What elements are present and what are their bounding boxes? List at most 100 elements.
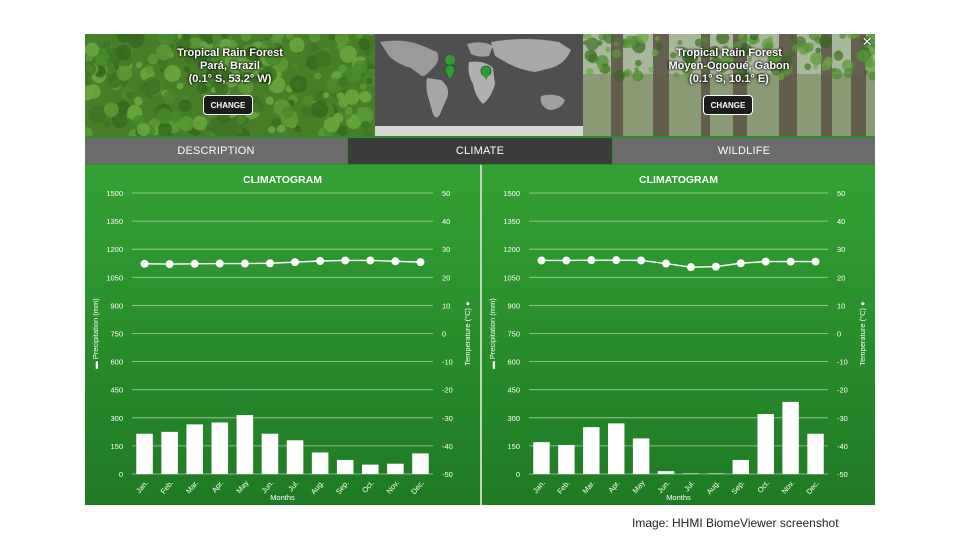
y2-tick-label: -30	[442, 414, 453, 423]
y2-tick-label: 50	[442, 189, 450, 198]
month-label: Feb.	[159, 479, 176, 496]
temperature-point	[265, 259, 274, 268]
world-map[interactable]	[375, 34, 583, 136]
location-marker-gabon[interactable]	[480, 65, 492, 80]
temperature-point	[587, 256, 596, 265]
y2-tick-label: -40	[442, 442, 453, 451]
month-label: Dec.	[804, 479, 821, 497]
temperature-point	[140, 259, 149, 268]
y-tick-label: 0	[119, 470, 123, 479]
x-axis-label: Months	[270, 493, 295, 502]
temperature-point	[811, 257, 820, 266]
temperature-point	[316, 257, 325, 266]
tab-description[interactable]: DESCRIPTION	[85, 138, 347, 164]
y2-tick-label: -40	[837, 442, 848, 451]
precipitation-bar	[583, 427, 600, 474]
tab-climate[interactable]: CLIMATE	[348, 138, 612, 164]
temperature-point	[416, 258, 425, 267]
rainforest-trunks-image	[583, 34, 875, 136]
month-label: May	[631, 478, 647, 495]
temperature-point	[562, 256, 571, 265]
temperature-point	[786, 257, 795, 266]
y2-tick-label: 30	[442, 245, 450, 254]
precipitation-bar	[533, 442, 550, 474]
precipitation-bar	[387, 463, 404, 474]
precipitation-bar	[236, 414, 254, 474]
temperature-point	[662, 259, 671, 268]
biome-name: Tropical Rain Forest	[676, 47, 782, 59]
temperature-point	[391, 257, 400, 266]
temperature-point	[240, 259, 249, 268]
x-axis-label: Months	[666, 493, 691, 502]
y-tick-label: 0	[516, 470, 520, 479]
world-map-image	[375, 34, 583, 136]
precipitation-bar	[336, 459, 354, 474]
precipitation-bar	[412, 453, 429, 474]
tab-bar: DESCRIPTION CLIMATE WILDLIFE	[85, 138, 875, 164]
month-label: Nov.	[780, 479, 796, 496]
y2-tick-label: 40	[837, 217, 845, 226]
y-tick-label: 600	[110, 358, 123, 367]
month-label: Jul.	[682, 479, 696, 494]
biome-name: Tropical Rain Forest	[177, 47, 283, 59]
precipitation-bar	[682, 473, 700, 474]
precipitation-bar	[757, 414, 774, 474]
y2-tick-label: -20	[442, 386, 453, 395]
temperature-point	[761, 257, 770, 266]
y-tick-label: 900	[507, 301, 520, 310]
y-tick-label: 600	[507, 358, 520, 367]
month-label: Apr.	[210, 479, 225, 495]
month-label: Sep.	[334, 479, 351, 497]
location-label-right: Tropical Rain Forest Moyen-Ogooué, Gabon…	[583, 47, 875, 86]
precipitation-bar	[211, 422, 229, 474]
y2-tick-label: 10	[837, 301, 845, 310]
temperature-point	[341, 256, 350, 265]
y-axis-label: ▬ Precipitation (mm)	[488, 298, 497, 369]
y-tick-label: 1500	[503, 189, 520, 198]
temperature-line	[144, 259, 421, 265]
climatogram-right: CLIMATOGRAM 1500 50 1350 40 1200 30 1050 20 900 10…	[482, 165, 875, 505]
precipitation-bar	[261, 433, 279, 474]
y-tick-label: 300	[507, 414, 520, 423]
y2-tick-label: 20	[442, 273, 450, 282]
y2-tick-label: 20	[837, 273, 845, 282]
y2-tick-label: -10	[442, 358, 453, 367]
chart-title: CLIMATOGRAM	[639, 174, 718, 186]
precipitation-bar	[807, 433, 824, 474]
y2-tick-label: 10	[442, 301, 450, 310]
month-label: Mar.	[581, 479, 597, 496]
close-icon[interactable]: ×	[862, 34, 872, 51]
precipitation-bar	[632, 438, 650, 474]
y2-axis-label: Temperature (°C) ●	[463, 301, 472, 365]
temperature-point	[637, 256, 646, 265]
temperature-line	[541, 259, 816, 268]
tab-wildlife[interactable]: WILDLIFE	[613, 138, 875, 164]
temperature-point	[736, 259, 745, 268]
location-panel-right: Tropical Rain Forest Moyen-Ogooué, Gabon…	[583, 34, 875, 136]
temperature-point	[612, 256, 621, 265]
temperature-point	[711, 262, 720, 271]
location-panel-left: Tropical Rain Forest Pará, Brazil (0.1° …	[85, 34, 375, 136]
y2-tick-label: -10	[837, 358, 848, 367]
month-label: Jan.	[531, 479, 547, 496]
y-tick-label: 900	[110, 301, 123, 310]
precipitation-bar	[732, 459, 750, 474]
y-tick-label: 1200	[503, 245, 520, 254]
location-marker-brazil[interactable]	[444, 55, 456, 79]
change-location-button-right[interactable]: CHANGE	[703, 95, 753, 115]
precipitation-bar	[607, 423, 625, 474]
region-name: Pará, Brazil	[200, 60, 260, 72]
precipitation-bar	[657, 471, 675, 474]
precipitation-bar	[186, 424, 203, 474]
y-tick-label: 1200	[106, 245, 123, 254]
month-label: Jul.	[286, 479, 300, 494]
chart-title: CLIMATOGRAM	[243, 174, 322, 186]
y2-tick-label: 0	[837, 330, 841, 339]
change-location-button-left[interactable]: CHANGE	[203, 95, 253, 115]
temperature-point	[215, 259, 224, 268]
month-label: Aug.	[705, 479, 722, 497]
y2-tick-label: -50	[837, 470, 848, 479]
month-label: Mar.	[184, 479, 200, 496]
precipitation-bar	[707, 473, 725, 474]
